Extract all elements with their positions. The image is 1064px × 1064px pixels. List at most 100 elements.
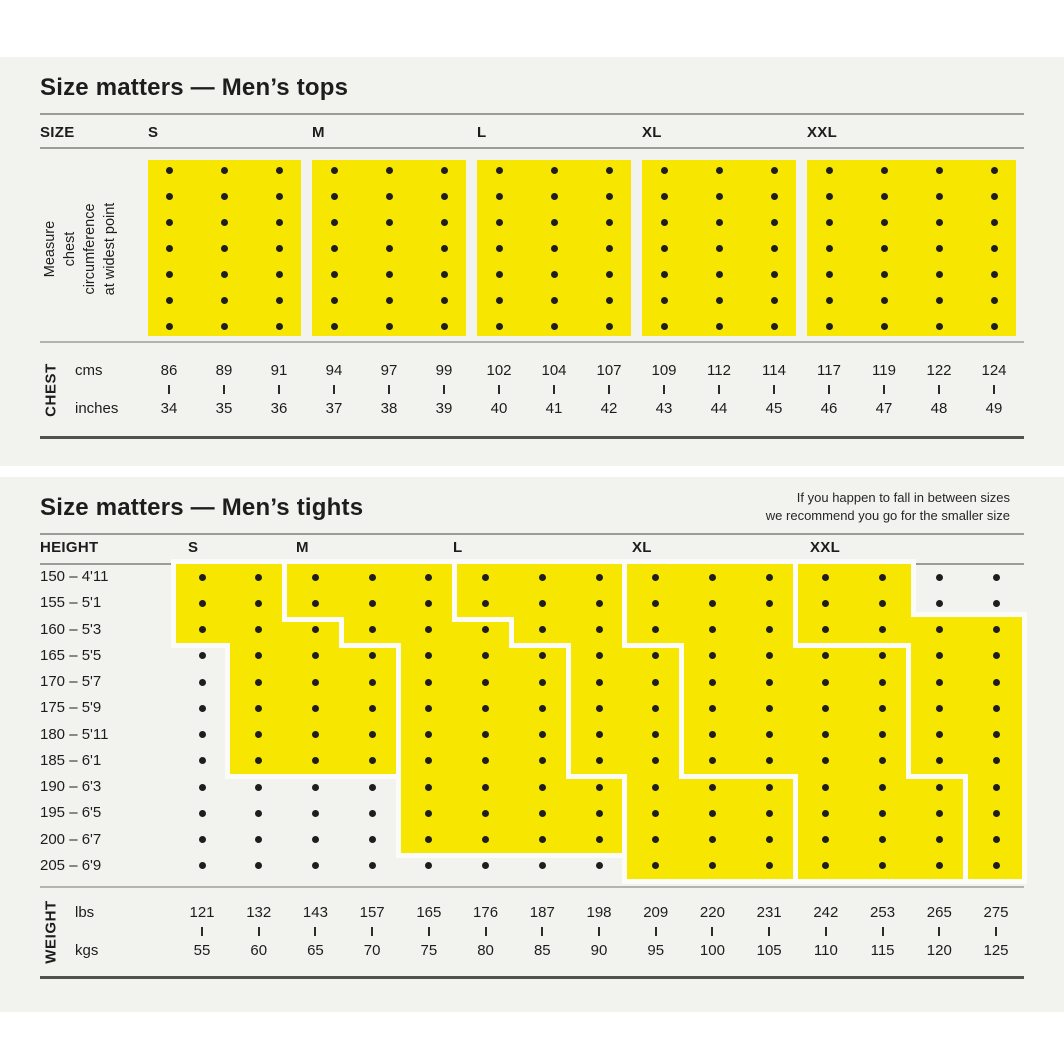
tights-grid-dot	[198, 862, 206, 870]
tights-grid-dot	[935, 704, 943, 712]
tights-grid-dot	[255, 652, 263, 660]
tops-unit-label-cms: cms	[75, 362, 103, 379]
tops-block-dot	[660, 244, 668, 252]
tops-block-dot	[385, 244, 393, 252]
tops-block-dot	[275, 322, 283, 330]
tights-grid-dot	[992, 731, 1000, 739]
tights-grid-dot	[765, 731, 773, 739]
tops-block-dot	[770, 244, 778, 252]
tops-block-dot	[770, 270, 778, 278]
tops-chest-tick	[938, 384, 940, 394]
tights-grid-dot	[198, 599, 206, 607]
tights-grid-dot	[652, 809, 660, 817]
tights-grid-dot	[368, 836, 376, 844]
tops-chest-tick	[883, 384, 885, 394]
tops-size-header-XXL: XXL	[807, 124, 838, 141]
tights-lbs-value: 143	[302, 904, 328, 921]
tights-grid-dot	[708, 757, 716, 765]
tops-block-dot	[440, 244, 448, 252]
tights-grid-dot	[311, 809, 319, 817]
tights-grid-dot	[935, 678, 943, 686]
tops-block-dot	[330, 218, 338, 226]
tights-lbs-value: 165	[416, 904, 442, 921]
tights-lbs-value: 132	[246, 904, 272, 921]
tops-block-dot	[880, 244, 888, 252]
tops-block-dot	[330, 322, 338, 330]
tights-height-label: 205 – 6'9	[40, 856, 102, 874]
tights-grid-dot	[652, 678, 660, 686]
tops-block-dot	[660, 218, 668, 226]
tights-grid-dot	[708, 599, 716, 607]
tights-grid-dot	[765, 652, 773, 660]
tights-lbs-value: 176	[473, 904, 499, 921]
tights-grid-dot	[198, 573, 206, 581]
tops-size-block-XXL	[807, 160, 1016, 336]
tops-block-dot	[495, 218, 503, 226]
tights-grid-dot	[595, 626, 603, 634]
tops-block-dot	[935, 192, 943, 200]
tights-grid-dot	[879, 809, 887, 817]
tops-block-dot	[715, 192, 723, 200]
tights-weight-tick	[654, 926, 657, 936]
tops-title: Size matters — Men’s tops	[40, 74, 349, 101]
tights-grid-dot	[538, 573, 546, 581]
tights-region-S	[176, 564, 288, 617]
tops-block-dot	[220, 270, 228, 278]
tights-lbs-value: 242	[813, 904, 839, 921]
tights-grid-dot	[822, 678, 830, 686]
tops-block-dot	[825, 166, 833, 174]
tops-size-header-XL: XL	[642, 124, 662, 141]
tights-grid-dot	[255, 783, 263, 791]
tights-size-header-XL: XL	[632, 539, 652, 556]
tops-block-dot	[880, 192, 888, 200]
tops-block-dot	[880, 270, 888, 278]
tops-block-dot	[550, 244, 558, 252]
tights-grid-dot	[198, 652, 206, 660]
tights-region-L	[570, 642, 685, 775]
tops-block-dot	[440, 192, 448, 200]
tops-block-dot	[220, 166, 228, 174]
tights-grid-dot	[708, 731, 716, 739]
tights-grid-dot	[652, 836, 660, 844]
tops-block-dot	[440, 270, 448, 278]
tights-grid-dot	[708, 652, 716, 660]
tops-block-dot	[440, 296, 448, 304]
tights-size-header-M: M	[296, 539, 309, 556]
tights-grid-dot	[482, 731, 490, 739]
tops-chest-tick	[278, 384, 280, 394]
tops-block-dot	[275, 270, 283, 278]
tights-grid-dot	[652, 704, 660, 712]
tops-inches-value: 34	[160, 400, 178, 417]
tops-block-dot	[990, 166, 998, 174]
tights-grid-dot	[482, 626, 490, 634]
tights-grid-dot	[822, 626, 830, 634]
tops-block-dot	[935, 166, 943, 174]
tights-grid-dot	[879, 704, 887, 712]
tops-chest-tick	[333, 384, 335, 394]
tights-grid-dot	[595, 809, 603, 817]
tights-grid-dot	[425, 573, 433, 581]
tights-grid-dot	[368, 704, 376, 712]
tights-grid-dot	[935, 836, 943, 844]
tights-height-label: 200 – 6'7	[40, 830, 102, 848]
tights-grid-dot	[482, 704, 490, 712]
tights-grid-dot	[198, 704, 206, 712]
tights-grid-dot	[935, 757, 943, 765]
tops-block-dot	[935, 218, 943, 226]
tights-grid-dot	[538, 731, 546, 739]
tops-block-dot	[660, 166, 668, 174]
tops-block-dot	[275, 166, 283, 174]
tights-grid-dot	[652, 599, 660, 607]
tights-grid-dot	[935, 599, 943, 607]
tops-inches-value: 36	[270, 400, 288, 417]
tights-grid-dot	[935, 862, 943, 870]
tops-size-col-header: SIZE	[40, 124, 75, 141]
tops-block-dot	[440, 322, 448, 330]
tops-block-dot	[165, 270, 173, 278]
tights-grid-dot	[368, 678, 376, 686]
tights-rule-under-title	[40, 533, 1024, 535]
tops-block-dot	[880, 166, 888, 174]
tights-grid-dot	[935, 783, 943, 791]
tops-block-dot	[495, 322, 503, 330]
tops-block-dot	[385, 192, 393, 200]
